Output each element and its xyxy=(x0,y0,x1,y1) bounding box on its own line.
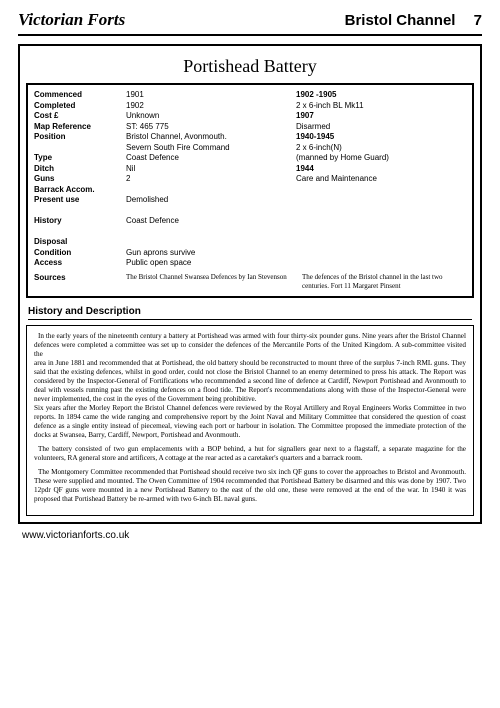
sources-row: Sources The Bristol Channel Swansea Defe… xyxy=(34,273,466,291)
section-heading: History and Description xyxy=(28,306,472,320)
location-text: Bristol Channel xyxy=(345,12,456,29)
page-number: 7 xyxy=(474,12,482,29)
main-panel: Portishead Battery CommencedCompletedCos… xyxy=(18,44,482,524)
header-title: Victorian Forts xyxy=(18,10,125,30)
info-left-column: 19011902UnknownST: 465 775Bristol Channe… xyxy=(126,90,296,269)
body-paragraph: In the early years of the nineteenth cen… xyxy=(34,332,466,359)
body-paragraph: The Montgomery Committee recommended tha… xyxy=(34,468,466,504)
body-paragraph: The battery consisted of two gun emplace… xyxy=(34,445,466,463)
info-right-column: 1902 -19052 x 6-inch BL Mk111907Disarmed… xyxy=(296,90,466,269)
sources-left: The Bristol Channel Swansea Defences by … xyxy=(126,273,302,291)
info-labels-column: CommencedCompletedCost £Map ReferencePos… xyxy=(34,90,126,269)
sources-label: Sources xyxy=(34,273,126,291)
body-paragraph: Six years after the Morley Report the Br… xyxy=(34,404,466,440)
body-paragraph: area in June 1881 and recommended that a… xyxy=(34,359,466,404)
info-box: CommencedCompletedCost £Map ReferencePos… xyxy=(26,83,474,298)
page-header: Victorian Forts Bristol Channel 7 xyxy=(18,10,482,36)
sources-right: The defences of the Bristol channel in t… xyxy=(302,273,466,291)
history-body: In the early years of the nineteenth cen… xyxy=(26,325,474,516)
footer-url: www.victorianforts.co.uk xyxy=(22,530,482,541)
battery-title: Portishead Battery xyxy=(26,52,474,83)
header-location: Bristol Channel 7 xyxy=(345,12,482,29)
